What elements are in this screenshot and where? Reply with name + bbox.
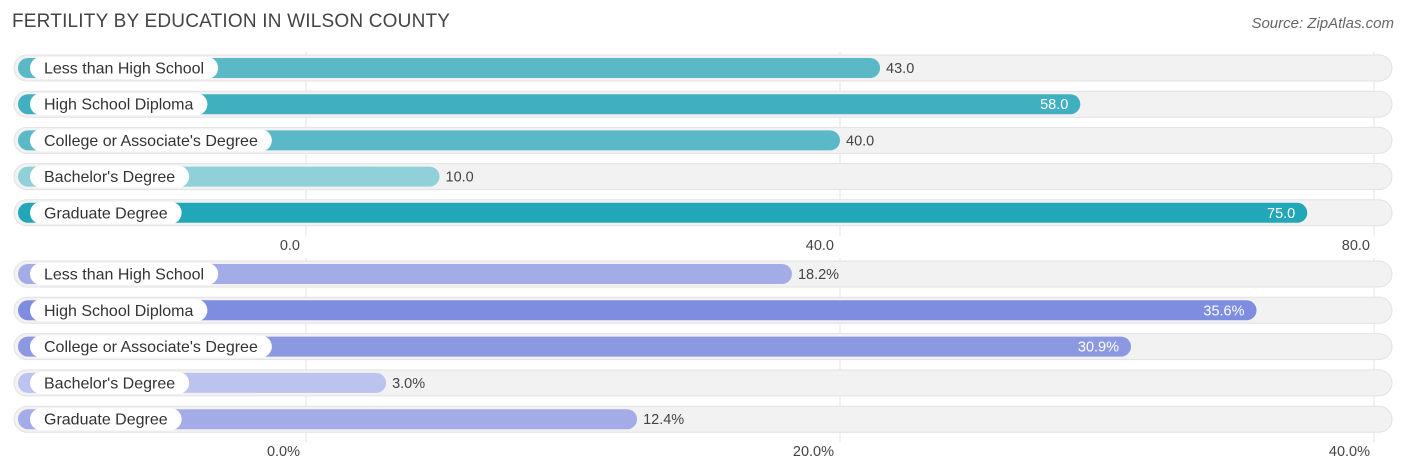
category-label-pill	[30, 371, 190, 394]
tick-label: 0.0	[280, 238, 300, 254]
category-label-pill	[30, 129, 272, 152]
category-label-pill	[30, 408, 182, 431]
chart-title: FERTILITY BY EDUCATION IN WILSON COUNTY	[12, 11, 451, 32]
tick-label: 20.0%	[793, 444, 834, 460]
value-label: 35.6%	[1203, 303, 1244, 319]
category-label: Graduate Degree	[44, 205, 168, 222]
value-label: 30.9%	[1078, 340, 1119, 356]
value-label: 18.2%	[798, 267, 839, 283]
category-label-pill	[30, 57, 219, 79]
tick-label: 40.0%	[1329, 444, 1370, 460]
value-label: 12.4%	[643, 412, 684, 428]
chart-panel-2: Less than High School 18.2% High School Di…	[13, 258, 1393, 460]
tick-label: 80.0	[1342, 238, 1370, 254]
category-label: College or Associate's Degree	[44, 133, 258, 150]
value-label: 58.0	[1040, 97, 1068, 113]
category-label: Graduate Degree	[44, 412, 168, 429]
bar	[18, 58, 881, 78]
category-label-pill	[30, 165, 190, 188]
category-label: High School Diploma	[44, 303, 194, 320]
source-note: Source: ZipAtlas.com	[1251, 15, 1394, 32]
category-label-pill	[30, 335, 272, 358]
tick-label: 40.0	[806, 238, 834, 254]
category-label: Bachelor's Degree	[44, 169, 175, 186]
category-label: High School Diploma	[44, 97, 194, 114]
value-label: 40.0	[846, 133, 874, 149]
value-label: 10.0	[446, 170, 474, 186]
bar	[18, 202, 1308, 223]
value-label: 43.0	[886, 61, 914, 77]
bar	[18, 94, 1081, 115]
chart-panel-1: Less than High School 43.0 High School Dip…	[13, 52, 1393, 254]
category-label: Less than High School	[44, 61, 204, 78]
category-label: Less than High School	[44, 267, 204, 284]
category-label-pill	[30, 201, 182, 224]
bar	[18, 336, 1132, 357]
category-label-pill	[30, 299, 208, 322]
tick-label: 0.0%	[267, 444, 300, 460]
category-label-pill	[30, 263, 219, 285]
value-label: 3.0%	[392, 376, 425, 392]
bar	[18, 300, 1257, 321]
value-label: 75.0	[1267, 206, 1295, 222]
category-label-pill	[30, 93, 208, 116]
category-label: Bachelor's Degree	[44, 375, 175, 392]
category-label: College or Associate's Degree	[44, 339, 258, 356]
